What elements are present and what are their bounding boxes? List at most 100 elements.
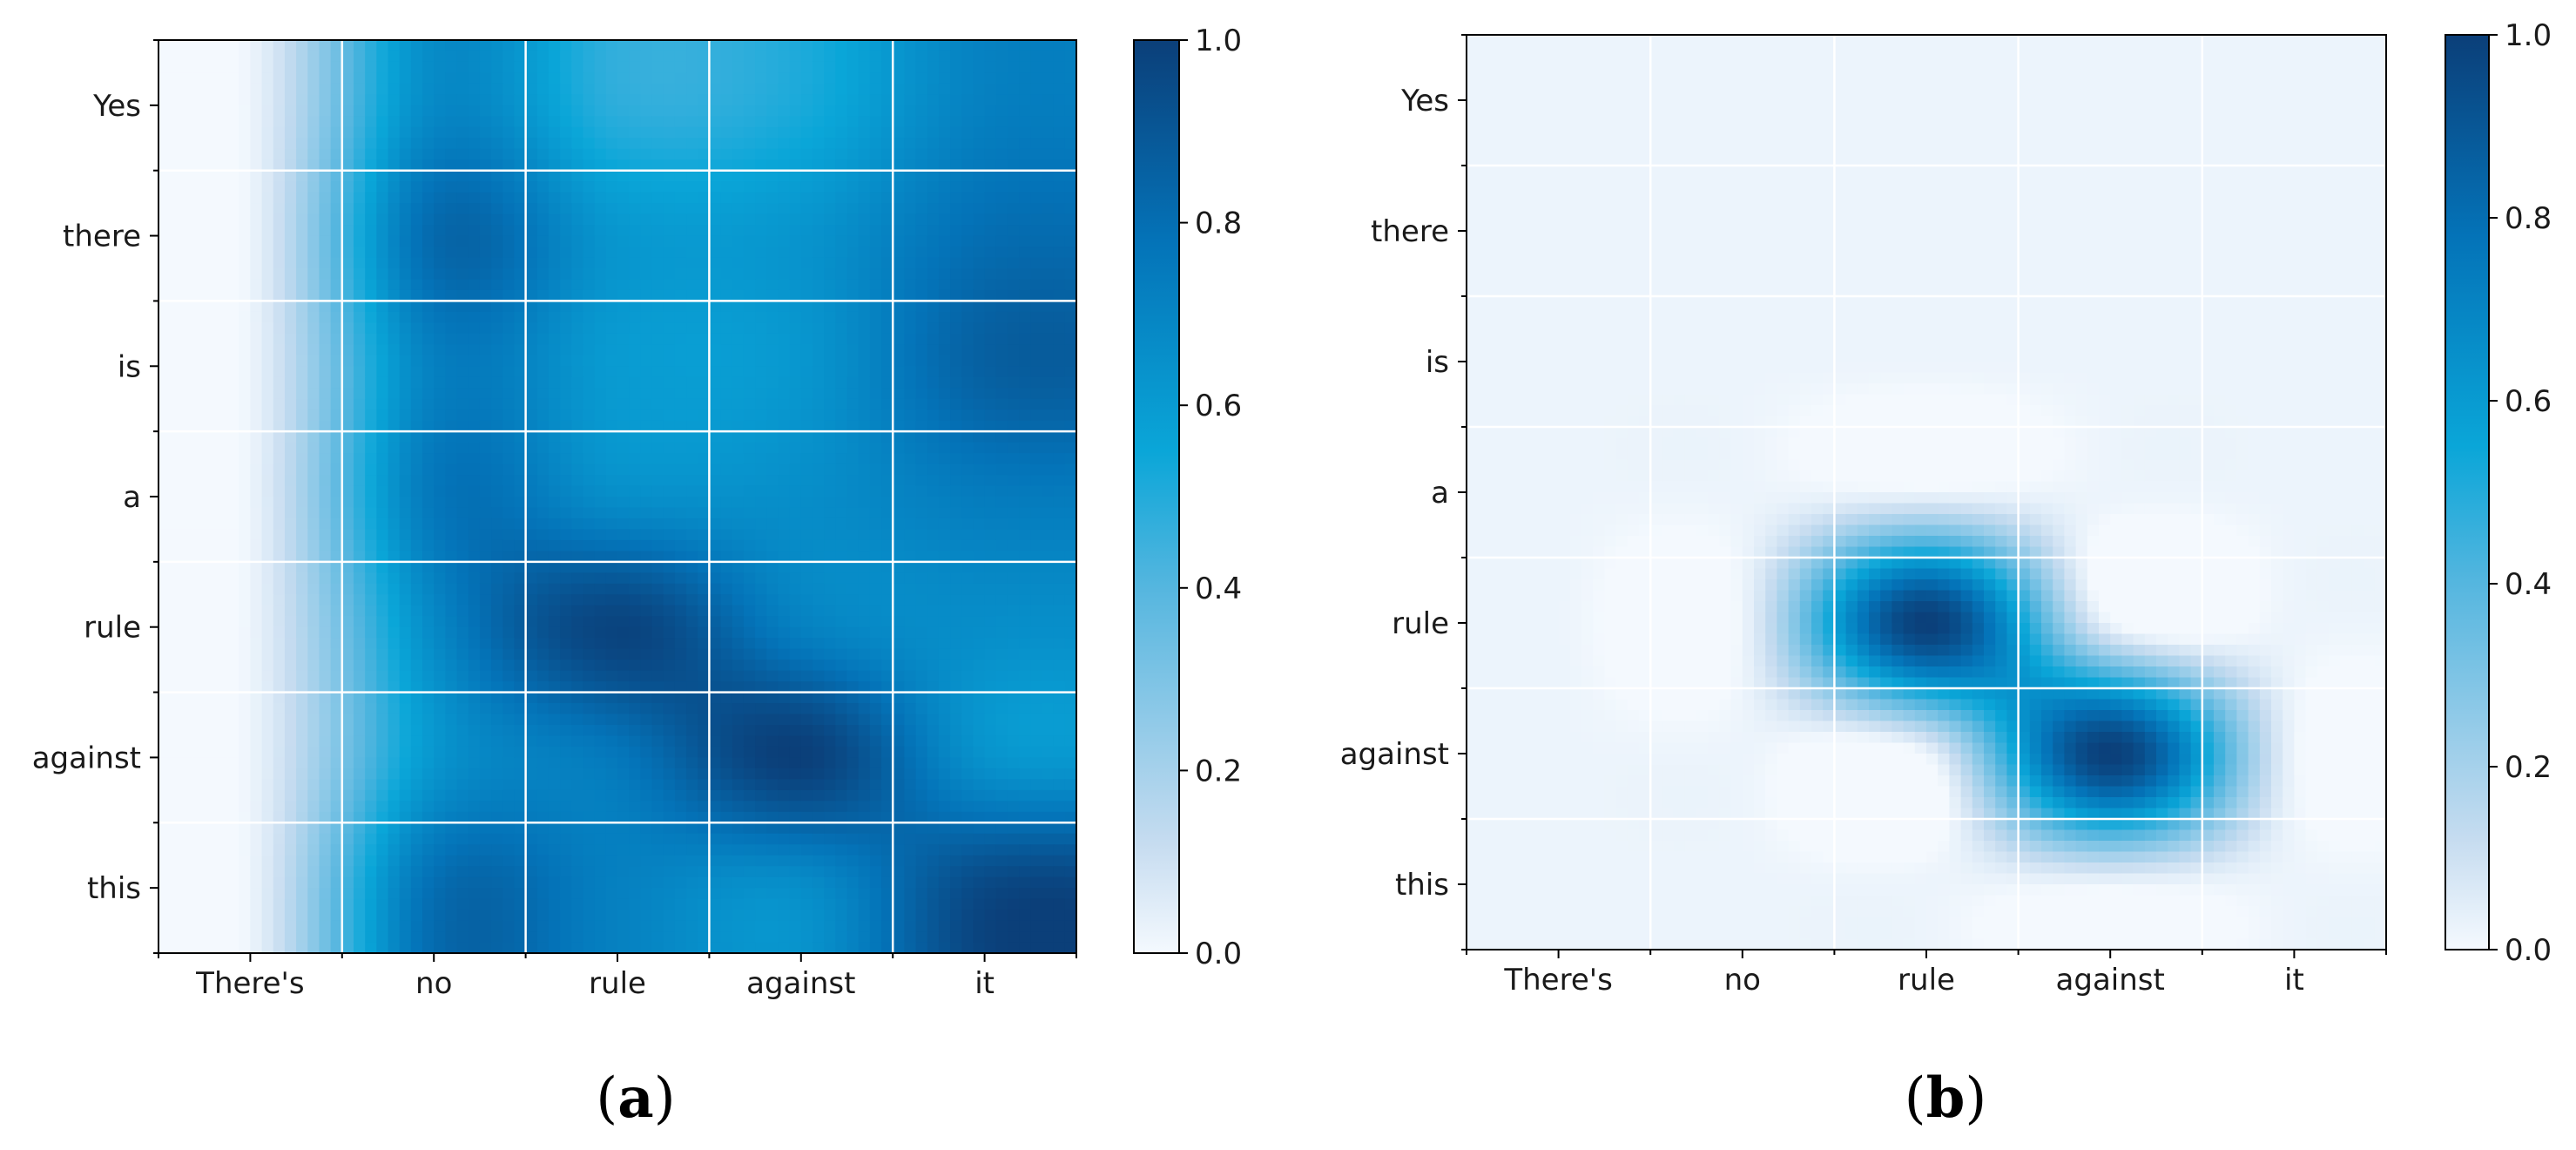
heatmap-pixel [869, 170, 882, 182]
heatmap-pixel [204, 61, 217, 74]
heatmap-pixel [434, 475, 446, 487]
heatmap-pixel [755, 192, 767, 204]
heatmap-pixel [388, 572, 401, 585]
heatmap-pixel [307, 279, 320, 291]
heatmap-pixel [881, 203, 894, 215]
heatmap-pixel [686, 442, 698, 454]
heatmap-pixel [548, 72, 561, 85]
heatmap-pixel [812, 94, 825, 106]
heatmap-pixel [376, 247, 389, 259]
heatmap-pixel [984, 116, 997, 128]
heatmap-pixel [915, 311, 928, 323]
heatmap-pixel [399, 192, 412, 204]
heatmap-pixel [583, 551, 596, 563]
heatmap-pixel [410, 61, 423, 74]
heatmap-pixel [479, 301, 492, 313]
heatmap-pixel [617, 138, 630, 150]
heatmap-pixel [789, 485, 802, 497]
heatmap-pixel [514, 638, 527, 650]
heatmap-pixel [514, 192, 527, 204]
heatmap-pixel [651, 203, 664, 215]
heatmap-pixel [755, 660, 767, 672]
heatmap-pixel [502, 605, 516, 617]
heatmap-pixel [273, 453, 286, 465]
heatmap-pixel [698, 322, 711, 335]
heatmap-pixel [502, 40, 516, 52]
heatmap-pixel [215, 626, 228, 639]
heatmap-pixel [319, 116, 332, 128]
heatmap-pixel [456, 94, 469, 106]
heatmap-pixel [835, 257, 848, 269]
heatmap-pixel [858, 388, 871, 400]
heatmap-pixel [491, 453, 503, 465]
heatmap-pixel [365, 148, 377, 160]
heatmap-pixel [709, 551, 722, 563]
heatmap-pixel [812, 409, 825, 422]
heatmap-pixel [995, 660, 1008, 672]
heatmap-pixel [858, 344, 871, 356]
heatmap-pixel [514, 539, 527, 551]
heatmap-pixel [376, 279, 389, 291]
heatmap-pixel [995, 692, 1008, 704]
heatmap-pixel [525, 138, 538, 150]
heatmap-pixel [961, 289, 974, 302]
heatmap-pixel [1053, 116, 1066, 128]
heatmap-pixel [800, 431, 813, 443]
heatmap-pixel [536, 388, 550, 400]
heatmap-pixel [376, 366, 389, 378]
heatmap-pixel [273, 83, 286, 95]
heatmap-pixel [410, 442, 423, 454]
heatmap-pixel [961, 692, 974, 704]
heatmap-pixel [812, 529, 825, 541]
heatmap-pixel [605, 561, 618, 573]
heatmap-pixel [365, 561, 377, 573]
heatmap-pixel [698, 181, 711, 193]
heatmap-pixel [904, 366, 917, 378]
heatmap-pixel [858, 366, 871, 378]
heatmap-pixel [629, 572, 641, 585]
heatmap-pixel [583, 333, 596, 345]
heatmap-pixel [434, 138, 446, 150]
heatmap-pixel [227, 138, 239, 150]
heatmap-pixel [514, 594, 527, 606]
heatmap-pixel [594, 409, 607, 422]
heatmap-pixel [915, 497, 928, 509]
heatmap-pixel [778, 626, 791, 639]
heatmap-pixel [1042, 670, 1055, 682]
heatmap-pixel [858, 116, 871, 128]
heatmap-pixel [204, 51, 217, 63]
heatmap-pixel [365, 301, 377, 313]
heatmap-pixel [743, 376, 756, 389]
heatmap-pixel [181, 116, 194, 128]
heatmap-pixel [341, 148, 354, 160]
heatmap-pixel [1042, 551, 1055, 563]
heatmap-pixel [663, 626, 676, 639]
heatmap-pixel [651, 192, 664, 204]
heatmap-pixel [181, 518, 194, 531]
heatmap-pixel [491, 322, 503, 335]
heatmap-pixel [250, 660, 263, 672]
heatmap-pixel [376, 225, 389, 237]
heatmap-pixel [215, 703, 228, 715]
heatmap-pixel [319, 159, 332, 172]
heatmap-pixel [456, 72, 469, 85]
heatmap-pixel [410, 648, 423, 660]
heatmap-pixel [594, 116, 607, 128]
heatmap-pixel [410, 714, 423, 726]
heatmap-pixel [835, 572, 848, 585]
heatmap-pixel [984, 692, 997, 704]
heatmap-pixel [250, 681, 263, 693]
heatmap-pixel [835, 51, 848, 63]
heatmap-pixel [893, 355, 905, 367]
heatmap-pixel [353, 605, 366, 617]
heatmap-pixel [284, 51, 297, 63]
heatmap-pixel [536, 572, 550, 585]
heatmap-pixel [365, 83, 377, 95]
heatmap-pixel [881, 61, 894, 74]
heatmap-pixel [927, 333, 940, 345]
heatmap-pixel [170, 431, 182, 443]
heatmap-pixel [869, 213, 882, 226]
heatmap-pixel [732, 594, 745, 606]
heatmap-pixel [663, 181, 676, 193]
heatmap-pixel [846, 247, 860, 259]
